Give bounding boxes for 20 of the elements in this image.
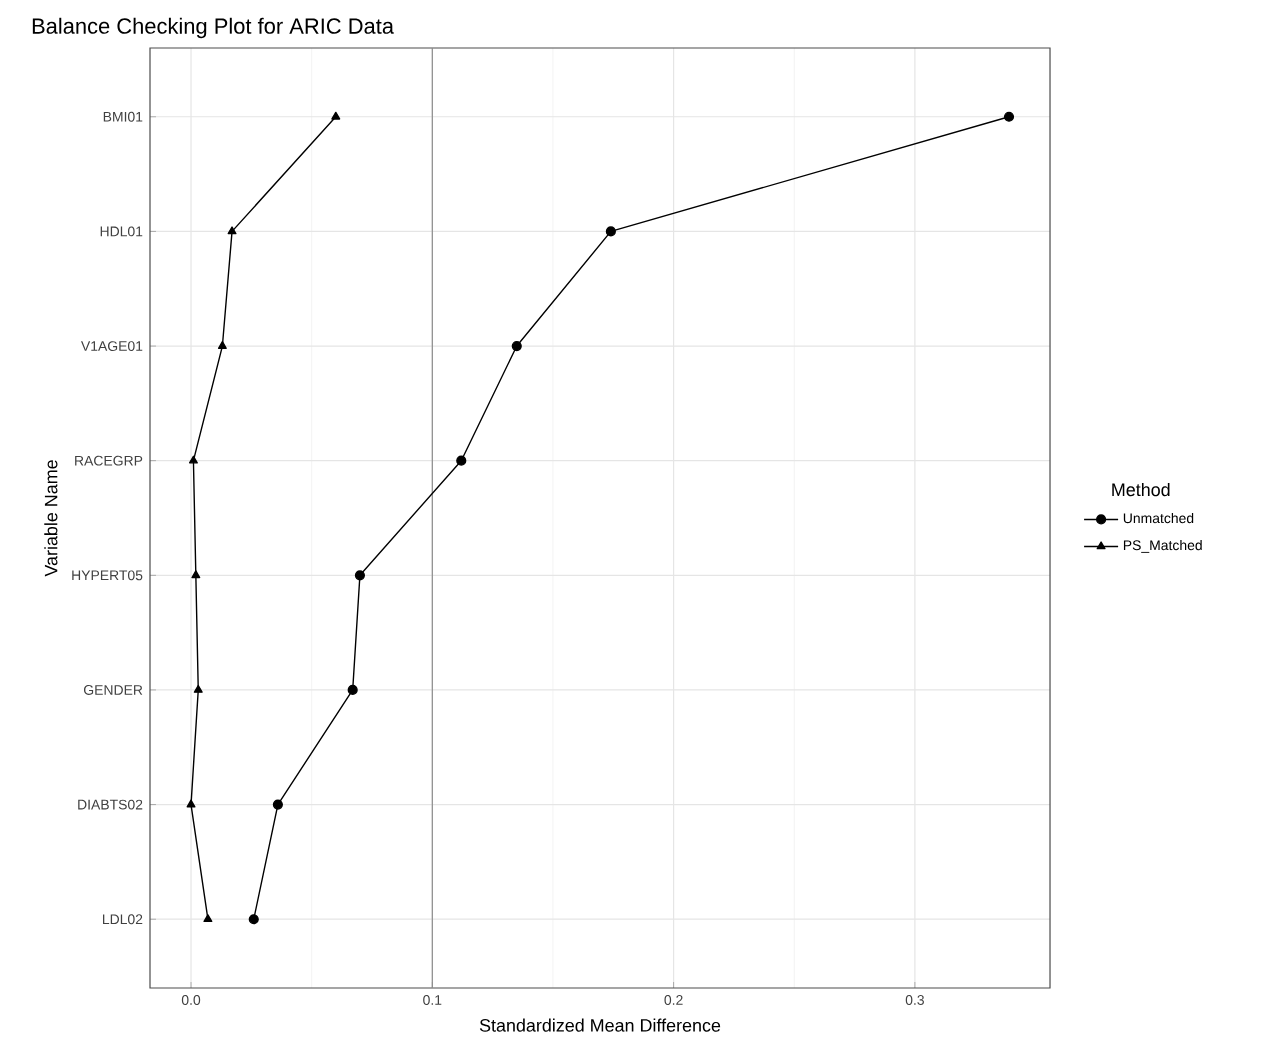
point xyxy=(605,226,616,237)
point xyxy=(191,570,201,579)
x-axis-title: Standardized Mean Difference xyxy=(479,1018,721,1032)
point xyxy=(1003,111,1015,122)
point xyxy=(456,455,467,466)
point xyxy=(188,455,198,464)
point xyxy=(193,684,203,693)
point xyxy=(272,799,283,810)
point xyxy=(217,340,227,349)
point xyxy=(227,226,237,235)
point xyxy=(203,914,213,923)
point xyxy=(354,570,365,581)
point xyxy=(331,111,341,120)
chart-title: Balance Checking Plot for ARIC Data xyxy=(32,17,395,39)
point xyxy=(511,340,522,352)
point xyxy=(186,799,196,808)
y-axis-title: Variable Name xyxy=(44,460,58,577)
point xyxy=(248,914,259,925)
legend-title: Method xyxy=(1112,482,1170,497)
point xyxy=(347,684,358,696)
